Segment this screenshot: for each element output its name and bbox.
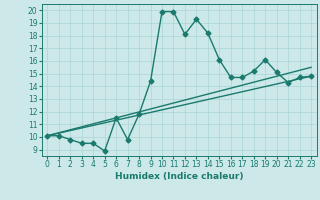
X-axis label: Humidex (Indice chaleur): Humidex (Indice chaleur): [115, 172, 244, 181]
